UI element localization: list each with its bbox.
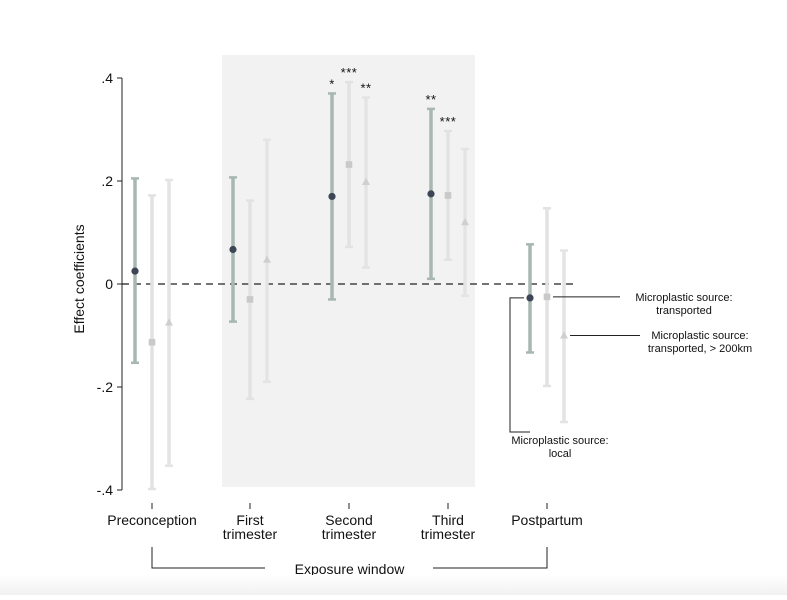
significance-label: * <box>329 76 335 91</box>
y-tick-label: 0 <box>105 276 113 292</box>
point-marker-circle <box>526 294 534 302</box>
annotation-label-transported-200km: Microplastic source: <box>651 330 748 342</box>
point-marker-circle <box>427 190 435 198</box>
point-marker-triangle <box>362 177 370 186</box>
point-marker-square <box>246 296 254 303</box>
significance-label: ** <box>425 92 436 107</box>
y-tick-label: -.4 <box>97 482 114 498</box>
point-marker-square <box>345 161 353 168</box>
category-label: First <box>236 512 263 528</box>
annotation-leader-local <box>509 297 530 433</box>
exposure-bracket-left <box>151 547 265 569</box>
category-label: Preconception <box>107 512 197 528</box>
y-tick-label: .2 <box>101 173 113 189</box>
y-tick-label: -.2 <box>97 379 114 395</box>
point-marker-triangle <box>165 318 173 326</box>
point-marker-circle <box>328 192 336 201</box>
category-label: Postpartum <box>511 512 583 528</box>
annotation-label-transported: transported <box>656 305 712 317</box>
annotation-label-local: Microplastic source: <box>511 435 608 447</box>
point-marker-triangle <box>263 255 271 263</box>
point-marker-square <box>543 293 551 301</box>
exposure-bracket-right <box>433 547 548 569</box>
y-tick-label: .4 <box>101 70 113 86</box>
category-label: trimester <box>322 526 377 542</box>
y-axis-title: Effect coefficients <box>71 224 87 333</box>
window-bottom-strip <box>0 575 787 595</box>
annotation-label-transported: Microplastic source: <box>635 292 732 304</box>
point-marker-triangle <box>560 331 568 339</box>
category-label: Third <box>432 512 464 528</box>
significance-label: *** <box>341 65 358 80</box>
point-marker-triangle <box>461 217 469 226</box>
category-label: Second <box>325 512 372 528</box>
significance-label: ** <box>360 81 371 96</box>
point-marker-square <box>444 192 452 199</box>
annotation-label-transported-200km: transported, > 200km <box>648 343 752 355</box>
point-marker-square <box>148 338 156 346</box>
x-axis-title: Exposure window <box>295 561 406 577</box>
category-label: trimester <box>223 526 278 542</box>
point-marker-circle <box>131 267 139 275</box>
annotation-label-local: local <box>549 448 572 460</box>
category-label: trimester <box>421 526 476 542</box>
significance-label: *** <box>440 114 457 129</box>
point-marker-circle <box>229 245 237 254</box>
